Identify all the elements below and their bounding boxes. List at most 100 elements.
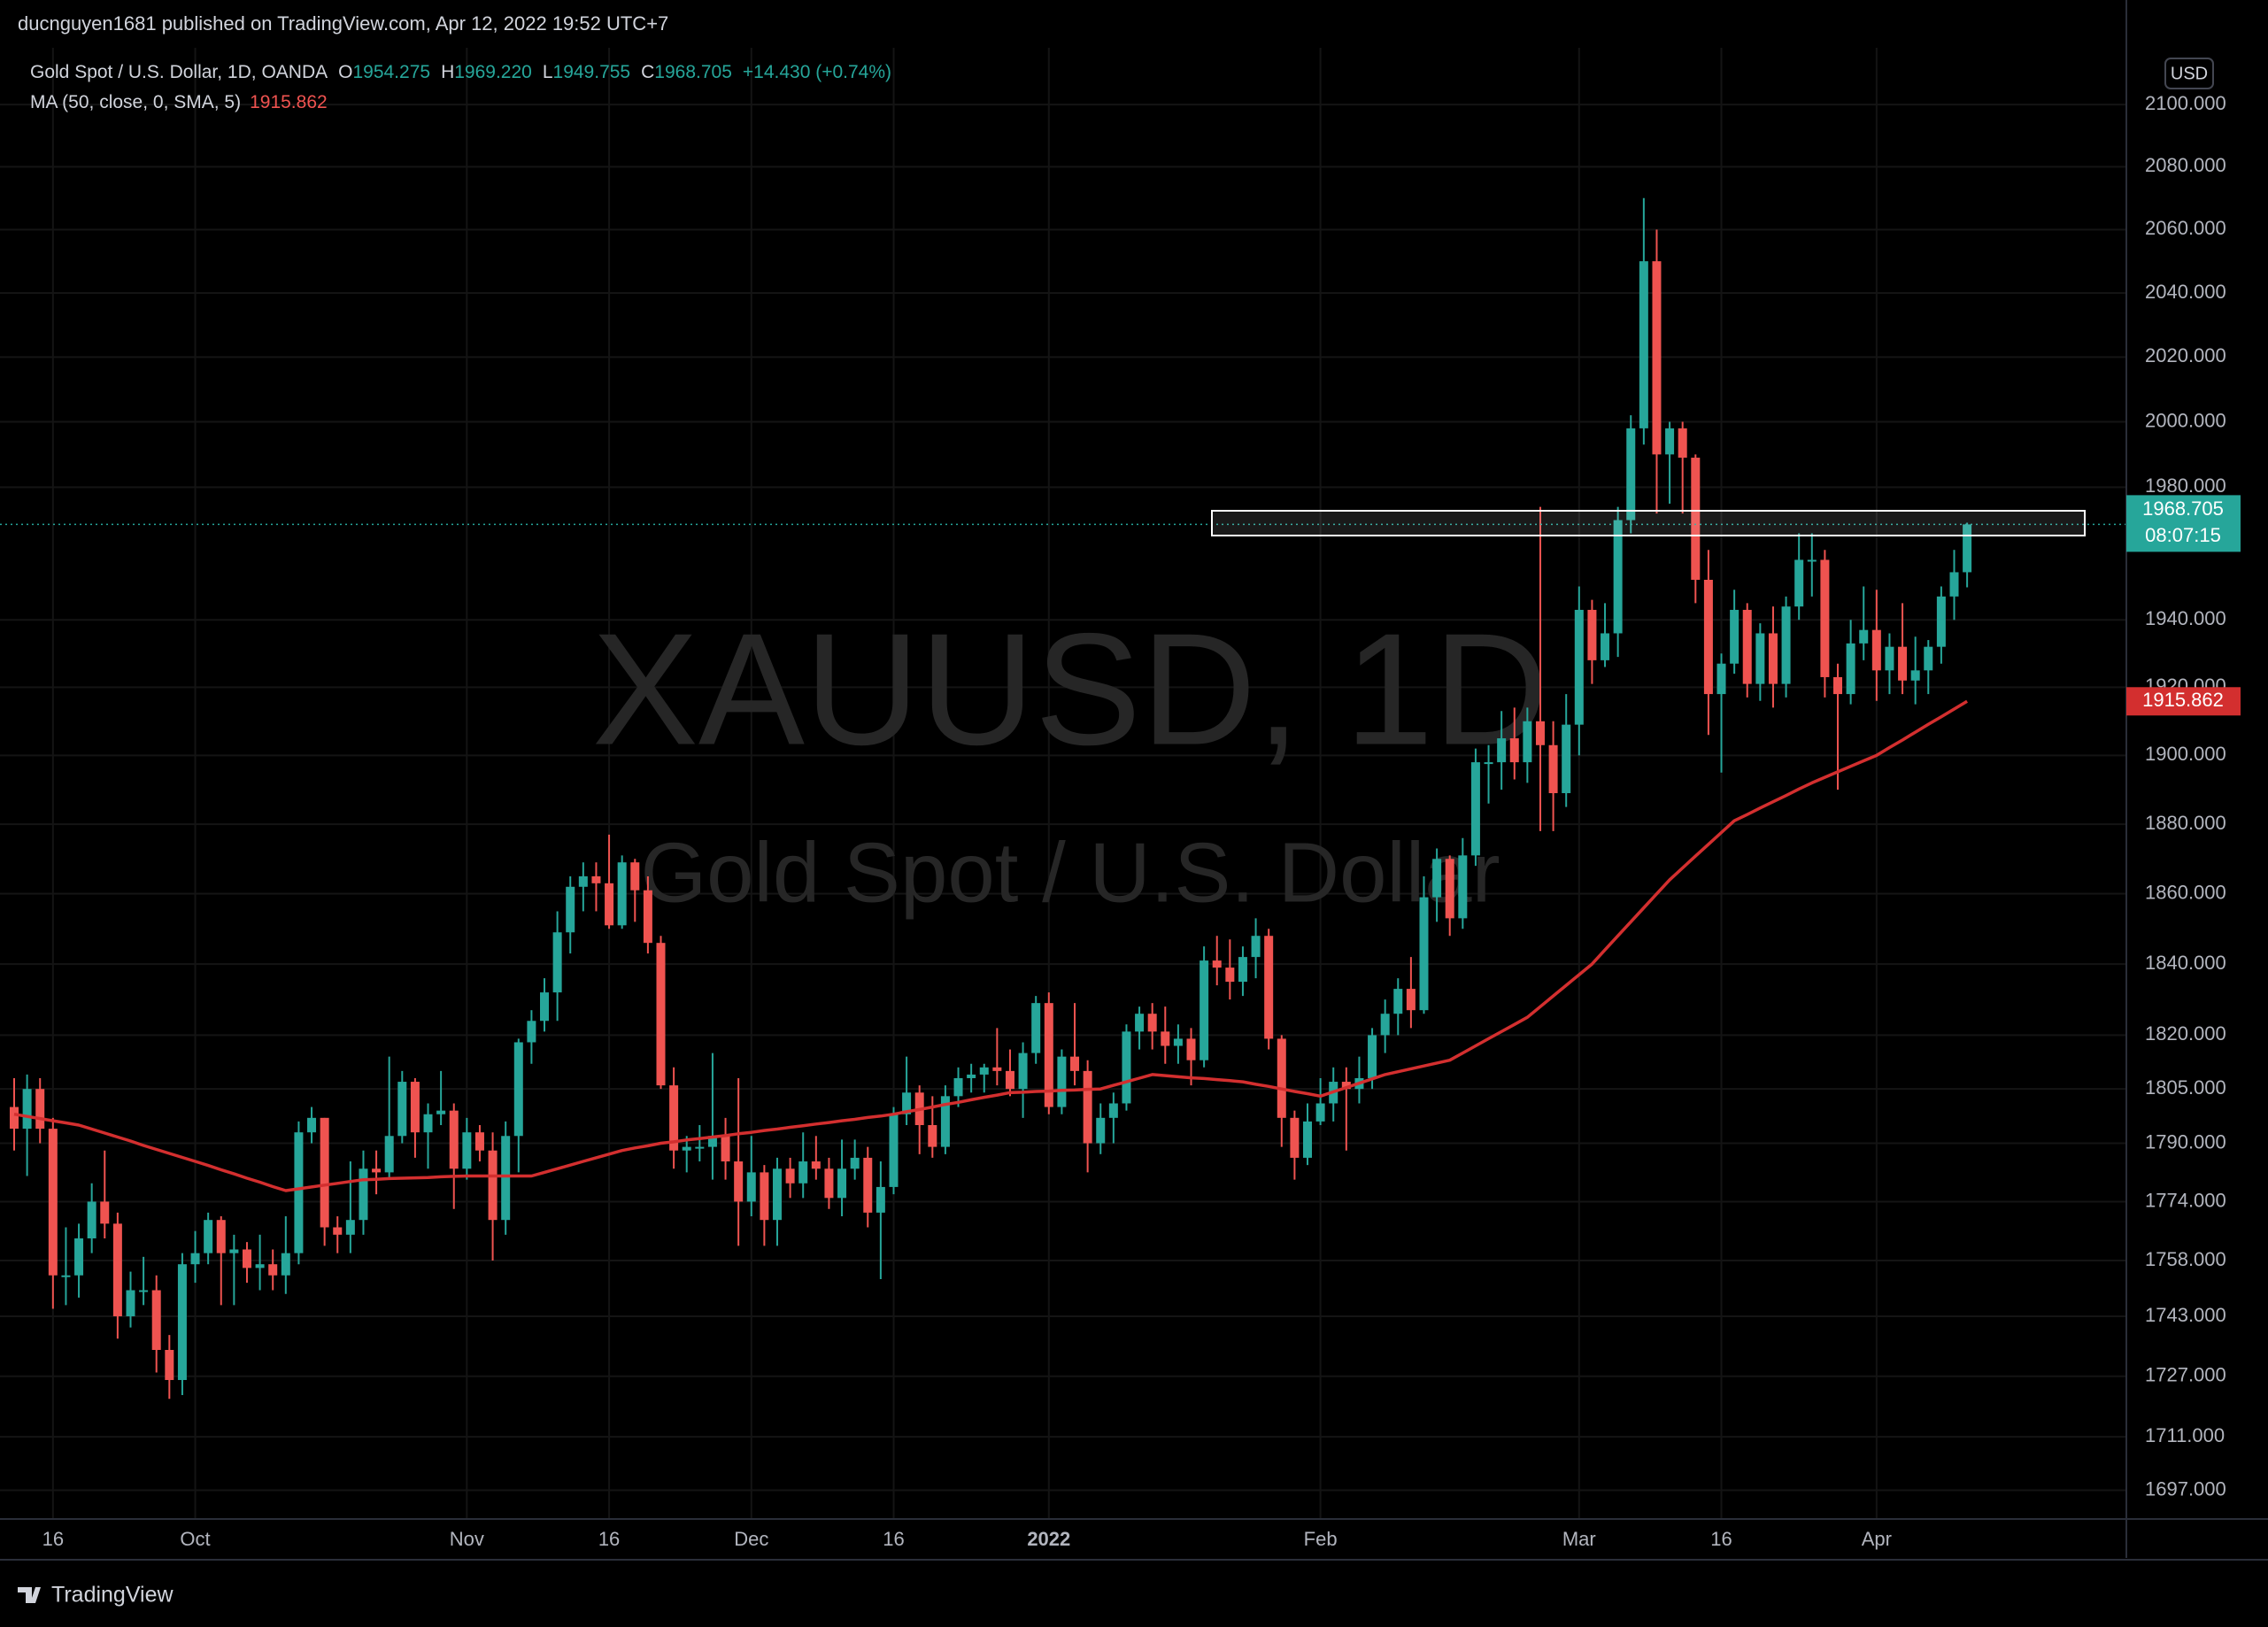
candle-body — [1716, 663, 1726, 695]
candle-body — [578, 875, 588, 887]
currency-label[interactable]: USD — [2171, 64, 2208, 83]
candle-body — [656, 943, 666, 1086]
y-tick-label: 1727.000 — [2145, 1364, 2226, 1386]
candle-body — [1315, 1103, 1325, 1122]
candle-body — [1083, 1070, 1092, 1144]
candle-body — [1601, 633, 1610, 660]
y-tick-label: 1790.000 — [2145, 1130, 2226, 1153]
symbol-legend: Gold Spot / U.S. Dollar, 1D, OANDA O1954.… — [30, 62, 891, 83]
watermark-symbol: XAUUSD, 1D — [592, 601, 1548, 779]
candle-body — [410, 1082, 420, 1133]
countdown-label: 08:07:15 — [2145, 524, 2221, 546]
candle-body — [1963, 524, 1972, 573]
candle-body — [1044, 1003, 1053, 1107]
ma-price-box — [2126, 687, 2241, 716]
y-tick-label: 2040.000 — [2145, 281, 2226, 303]
candle-body — [1613, 520, 1623, 634]
x-tick-label: 2022 — [1027, 1528, 1070, 1550]
candle-body — [307, 1117, 317, 1133]
candle-body — [216, 1220, 226, 1253]
candle-body — [1781, 606, 1791, 684]
brand[interactable]: TradingView — [51, 1583, 174, 1608]
candle-body — [1368, 1035, 1377, 1078]
y-tick-label: 1880.000 — [2145, 812, 2226, 834]
ma-legend: MA (50, close, 0, SMA, 5) 1915.862 — [30, 92, 328, 113]
candle-body — [397, 1082, 407, 1137]
brand-logo[interactable] — [18, 1587, 41, 1603]
candle-body — [449, 1110, 459, 1169]
candle-body — [772, 1168, 782, 1221]
x-tick-label: Oct — [180, 1528, 210, 1550]
candle-body — [695, 1146, 705, 1149]
candle-body — [1936, 596, 1946, 647]
candle-body — [902, 1092, 912, 1114]
candle-body — [1807, 559, 1817, 562]
candle-body — [1225, 968, 1235, 983]
candle-body — [1057, 1056, 1067, 1107]
candle-body — [1018, 1053, 1028, 1090]
candle-body — [1846, 643, 1855, 695]
candle-body — [1820, 559, 1830, 677]
candle-body — [605, 883, 614, 926]
ma-price-label: 1915.862 — [2142, 689, 2224, 711]
candle-body — [967, 1074, 976, 1078]
candle-body — [294, 1132, 304, 1253]
candle-body — [940, 1096, 950, 1147]
legend-value: 1949.755 — [552, 62, 631, 82]
candle-body — [734, 1161, 744, 1202]
candle-body — [151, 1290, 161, 1351]
candle-body — [669, 1085, 679, 1151]
candle-body — [139, 1290, 149, 1292]
candle-body — [1445, 859, 1454, 919]
candle-body — [1639, 261, 1648, 428]
candle-body — [1470, 762, 1480, 856]
candle-body — [87, 1201, 96, 1238]
candle-body — [1665, 428, 1675, 455]
y-tick-label: 1711.000 — [2145, 1424, 2225, 1446]
candle-body — [1290, 1117, 1300, 1158]
candle-body — [1161, 1031, 1170, 1046]
candle-body — [1742, 609, 1752, 684]
candle-body — [359, 1168, 368, 1221]
y-tick-label: 1980.000 — [2145, 474, 2226, 497]
axes: 1697.000 1711.000 1727.000 1743.000 1758.000… — [42, 92, 2241, 1550]
candle-body — [345, 1220, 355, 1235]
candle-body — [100, 1201, 110, 1224]
candle-body — [721, 1136, 730, 1162]
candle-body — [1548, 744, 1558, 794]
candle-body — [630, 862, 640, 891]
candle-body — [1535, 721, 1545, 745]
candle-body — [1122, 1031, 1131, 1104]
y-tick-label: 2060.000 — [2145, 217, 2226, 239]
watermark-description: Gold Spot / U.S. Dollar — [640, 825, 1500, 920]
x-tick-label: Mar — [1562, 1528, 1596, 1550]
candle-body — [1626, 428, 1636, 520]
candle-body — [1432, 859, 1442, 898]
candle-body — [1730, 609, 1740, 664]
currency-button[interactable] — [2164, 58, 2214, 89]
candle-body — [979, 1067, 989, 1075]
candle-body — [876, 1186, 885, 1213]
y-tick-label: 2080.000 — [2145, 154, 2226, 176]
candle-body — [992, 1067, 1002, 1071]
candle-body — [1691, 458, 1701, 580]
logo-icon[interactable] — [18, 1587, 41, 1603]
legend-key: O — [338, 62, 353, 82]
candle-body — [10, 1107, 19, 1130]
legend-value: 1954.275 — [352, 62, 431, 82]
rectangle-drawing[interactable] — [1211, 510, 2086, 536]
candle-body — [643, 890, 652, 944]
candle-body — [785, 1168, 795, 1184]
ma-line — [13, 699, 1968, 1192]
candle-body — [190, 1253, 200, 1265]
candle-body — [1186, 1038, 1196, 1060]
candle-body — [229, 1249, 239, 1253]
candle-body — [1924, 646, 1933, 671]
candle-body — [527, 1021, 536, 1043]
y-tick-label: 1860.000 — [2145, 881, 2226, 903]
candle-body — [48, 1129, 58, 1276]
candle-body — [74, 1238, 84, 1276]
candle-body — [1859, 629, 1869, 644]
candle-body — [824, 1168, 834, 1199]
candle-body — [1523, 721, 1532, 763]
